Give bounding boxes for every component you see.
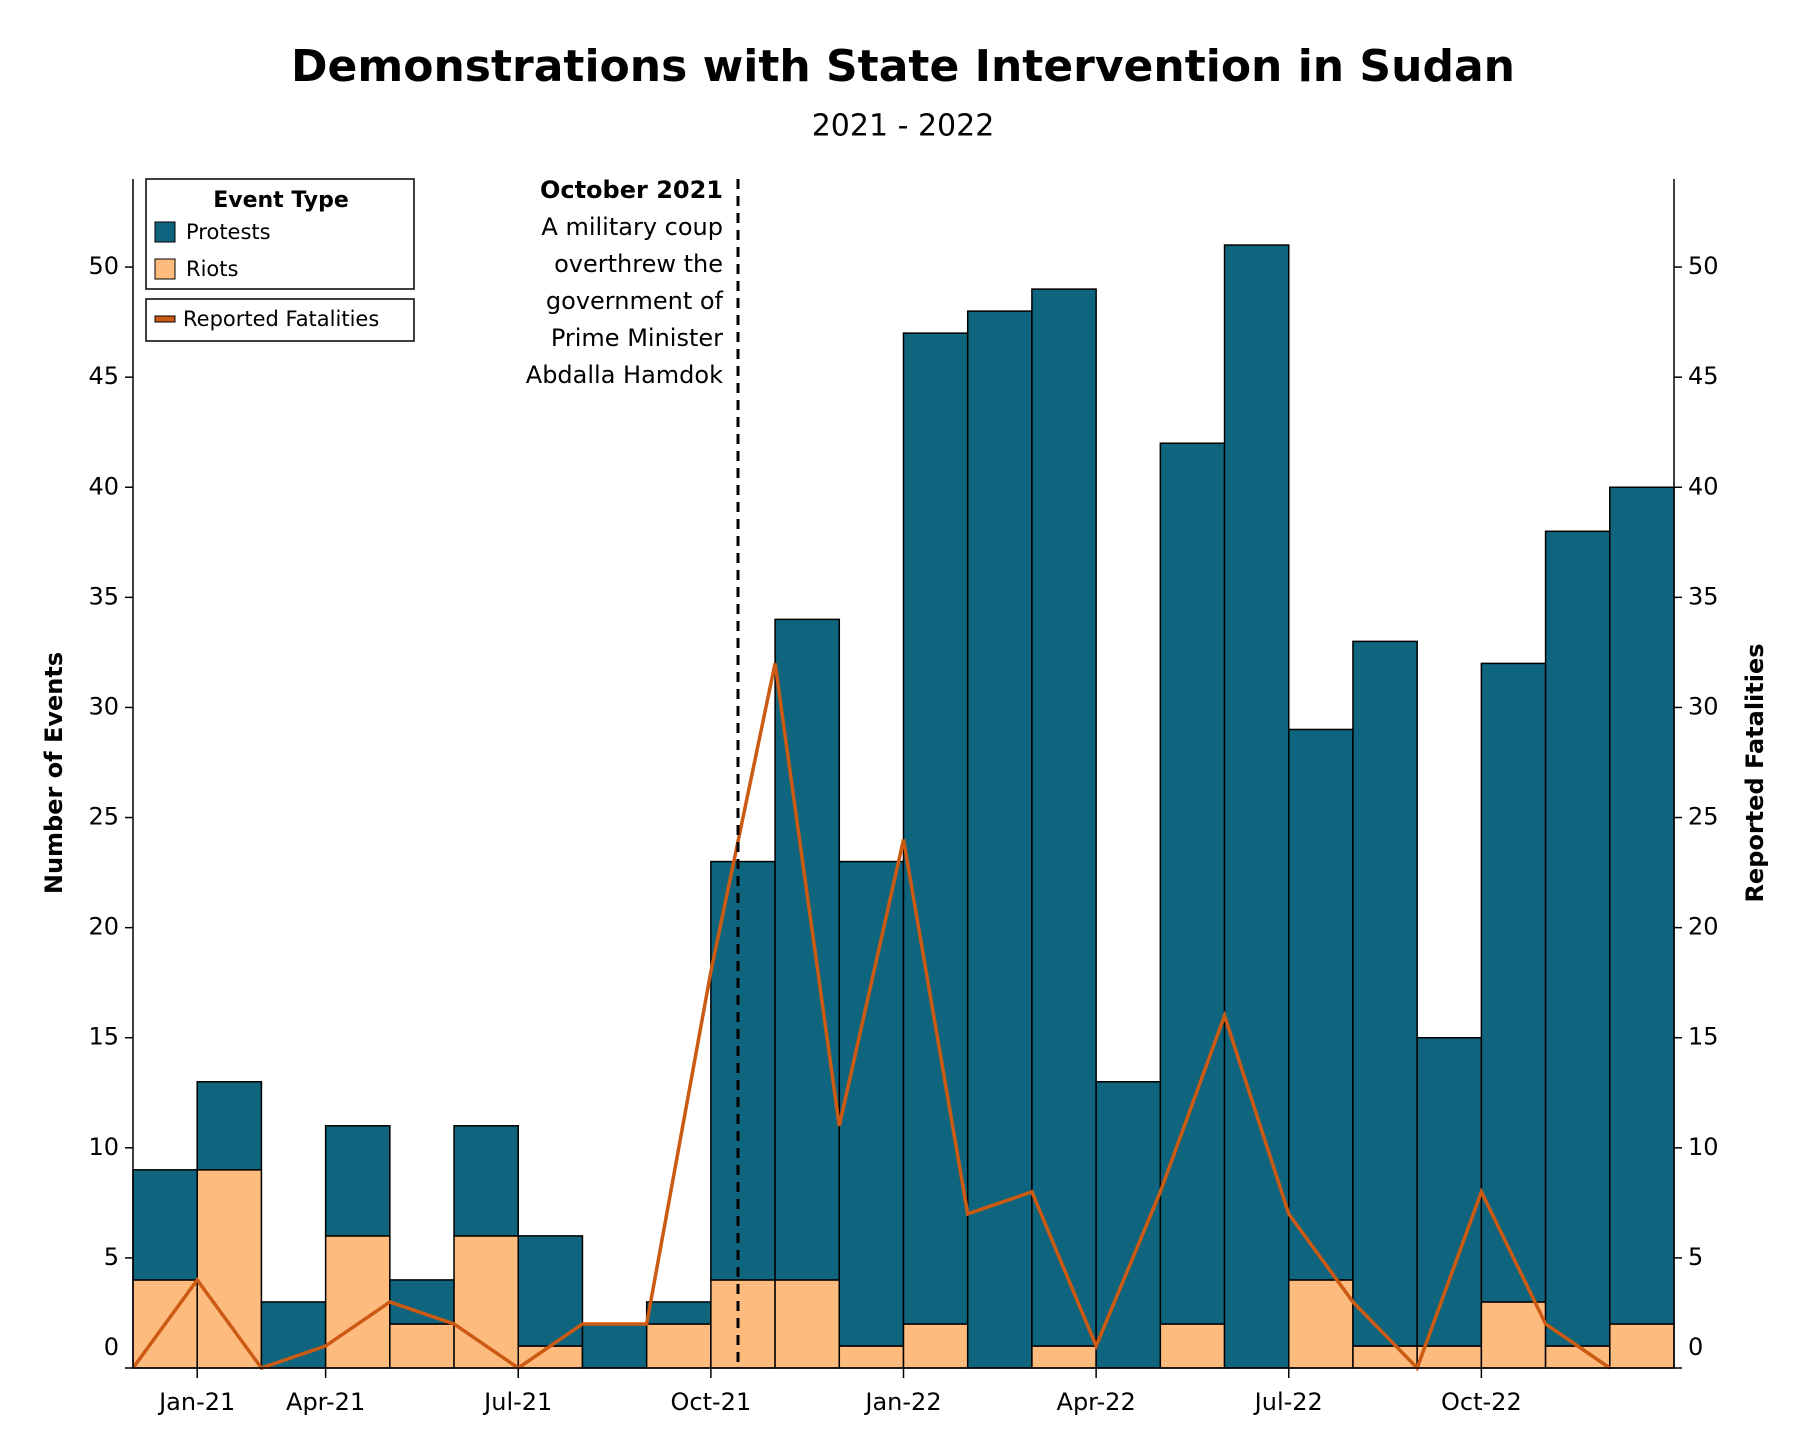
- annotation-text: overthrew the: [554, 250, 723, 278]
- legend-swatch: [154, 258, 176, 280]
- y2-tick-label: 25: [1688, 803, 1719, 831]
- chart-title: Demonstrations with State Intervention i…: [291, 41, 1515, 92]
- bar: [324, 1125, 391, 1237]
- y-tick-label: 45: [88, 362, 119, 390]
- bar: [1416, 1036, 1483, 1347]
- bar: [581, 1323, 648, 1369]
- y2-tick-label: 50: [1688, 252, 1719, 280]
- y2-tick-label: 35: [1688, 582, 1719, 610]
- y-tick-label: 0: [104, 1333, 119, 1361]
- y2-tick-label: 10: [1688, 1133, 1719, 1161]
- bar: [838, 1345, 905, 1369]
- bar: [902, 332, 969, 1325]
- y2-axis-label: Reported Fatalities: [1741, 643, 1769, 902]
- y-tick-label: 20: [88, 913, 119, 941]
- x-tick-label: Jul-22: [1253, 1388, 1323, 1416]
- annotation-text: Prime Minister: [551, 324, 723, 352]
- legend-title: Event Type: [213, 188, 349, 213]
- x-tick-label: Jan-22: [863, 1388, 941, 1416]
- bar: [1544, 530, 1611, 1347]
- y2-tick-label: 15: [1688, 1023, 1719, 1051]
- x-tick-label: Oct-21: [671, 1388, 752, 1416]
- legend-label: Reported Fatalities: [183, 307, 379, 331]
- bar: [517, 1345, 584, 1369]
- bar: [774, 1279, 841, 1369]
- legend-label: Protests: [186, 220, 271, 244]
- bar: [389, 1279, 455, 1325]
- bar: [1352, 640, 1418, 1347]
- bar: [453, 1235, 519, 1369]
- bar: [1159, 442, 1226, 1325]
- bar: [389, 1323, 455, 1369]
- y-axis-label: Number of Events: [40, 652, 68, 894]
- x-tick-label: Oct-22: [1441, 1388, 1522, 1416]
- legend-box: [145, 178, 415, 290]
- bar: [1609, 1323, 1675, 1369]
- y-tick-label: 25: [88, 803, 119, 831]
- y-tick-label: 30: [88, 692, 119, 720]
- y2-tick-label: 5: [1688, 1243, 1703, 1271]
- legend-swatch: [154, 315, 176, 323]
- annotation-text: Abdalla Hamdok: [526, 361, 723, 389]
- x-tick-label: Jul-21: [482, 1388, 552, 1416]
- x-tick-label: Apr-22: [1057, 1388, 1136, 1416]
- fatalities-line: [131, 663, 1611, 1372]
- y2-tick-label: 30: [1688, 692, 1719, 720]
- annotation: October 2021 A military coup overthrew th…: [526, 176, 724, 389]
- bar: [966, 310, 1033, 1369]
- y2-tick-label: 20: [1688, 913, 1719, 941]
- bar: [774, 618, 841, 1281]
- bar: [710, 1279, 776, 1369]
- legend: Event Type Protests Riots Reported Fatal…: [145, 178, 415, 342]
- chart-subtitle: 2021 - 2022: [812, 109, 995, 144]
- bar: [838, 860, 905, 1347]
- bar: [324, 1235, 391, 1369]
- bar: [1288, 728, 1354, 1281]
- bar: [645, 1301, 712, 1325]
- y-tick-label: 50: [88, 252, 119, 280]
- bar: [710, 860, 776, 1281]
- bar: [1223, 244, 1290, 1369]
- bar: [1609, 486, 1675, 1325]
- bar: [1480, 1301, 1547, 1369]
- y2-tick-label: 0: [1688, 1333, 1703, 1361]
- bar: [1159, 1323, 1226, 1369]
- plot-area: 0 5 10 15 20 25 30 35 40 45 50 0 5 10 15 20 25 30 35 40 45 50…: [88, 179, 1719, 1416]
- bar: [517, 1235, 584, 1347]
- x-tick-label: Jan-21: [157, 1388, 235, 1416]
- legend-swatch: [154, 221, 176, 243]
- bar: [1544, 1345, 1611, 1369]
- y2-tick-label: 45: [1688, 362, 1719, 390]
- bar: [1288, 1279, 1354, 1369]
- y2-tick-label: 40: [1688, 472, 1719, 500]
- bar: [132, 1169, 198, 1281]
- legend-label: Riots: [186, 257, 238, 281]
- bar: [1031, 288, 1097, 1347]
- bar: [196, 1081, 263, 1171]
- annotation-text: A military coup: [541, 213, 723, 241]
- x-tick-label: Apr-21: [286, 1388, 365, 1416]
- bar: [1031, 1345, 1097, 1369]
- bar: [645, 1323, 712, 1369]
- y-tick-label: 35: [88, 582, 119, 610]
- y-tick-label: 5: [104, 1243, 119, 1271]
- bar: [196, 1169, 263, 1369]
- annotation-title: October 2021: [540, 176, 723, 204]
- bar: [1480, 662, 1547, 1303]
- bar: [1416, 1345, 1483, 1369]
- legend-box: [145, 298, 415, 342]
- y-tick-label: 15: [88, 1023, 119, 1051]
- annotation-text: government of: [546, 287, 724, 315]
- y-tick-label: 40: [88, 472, 119, 500]
- bar: [453, 1125, 519, 1237]
- y-tick-label: 10: [88, 1133, 119, 1161]
- bar: [902, 1323, 969, 1369]
